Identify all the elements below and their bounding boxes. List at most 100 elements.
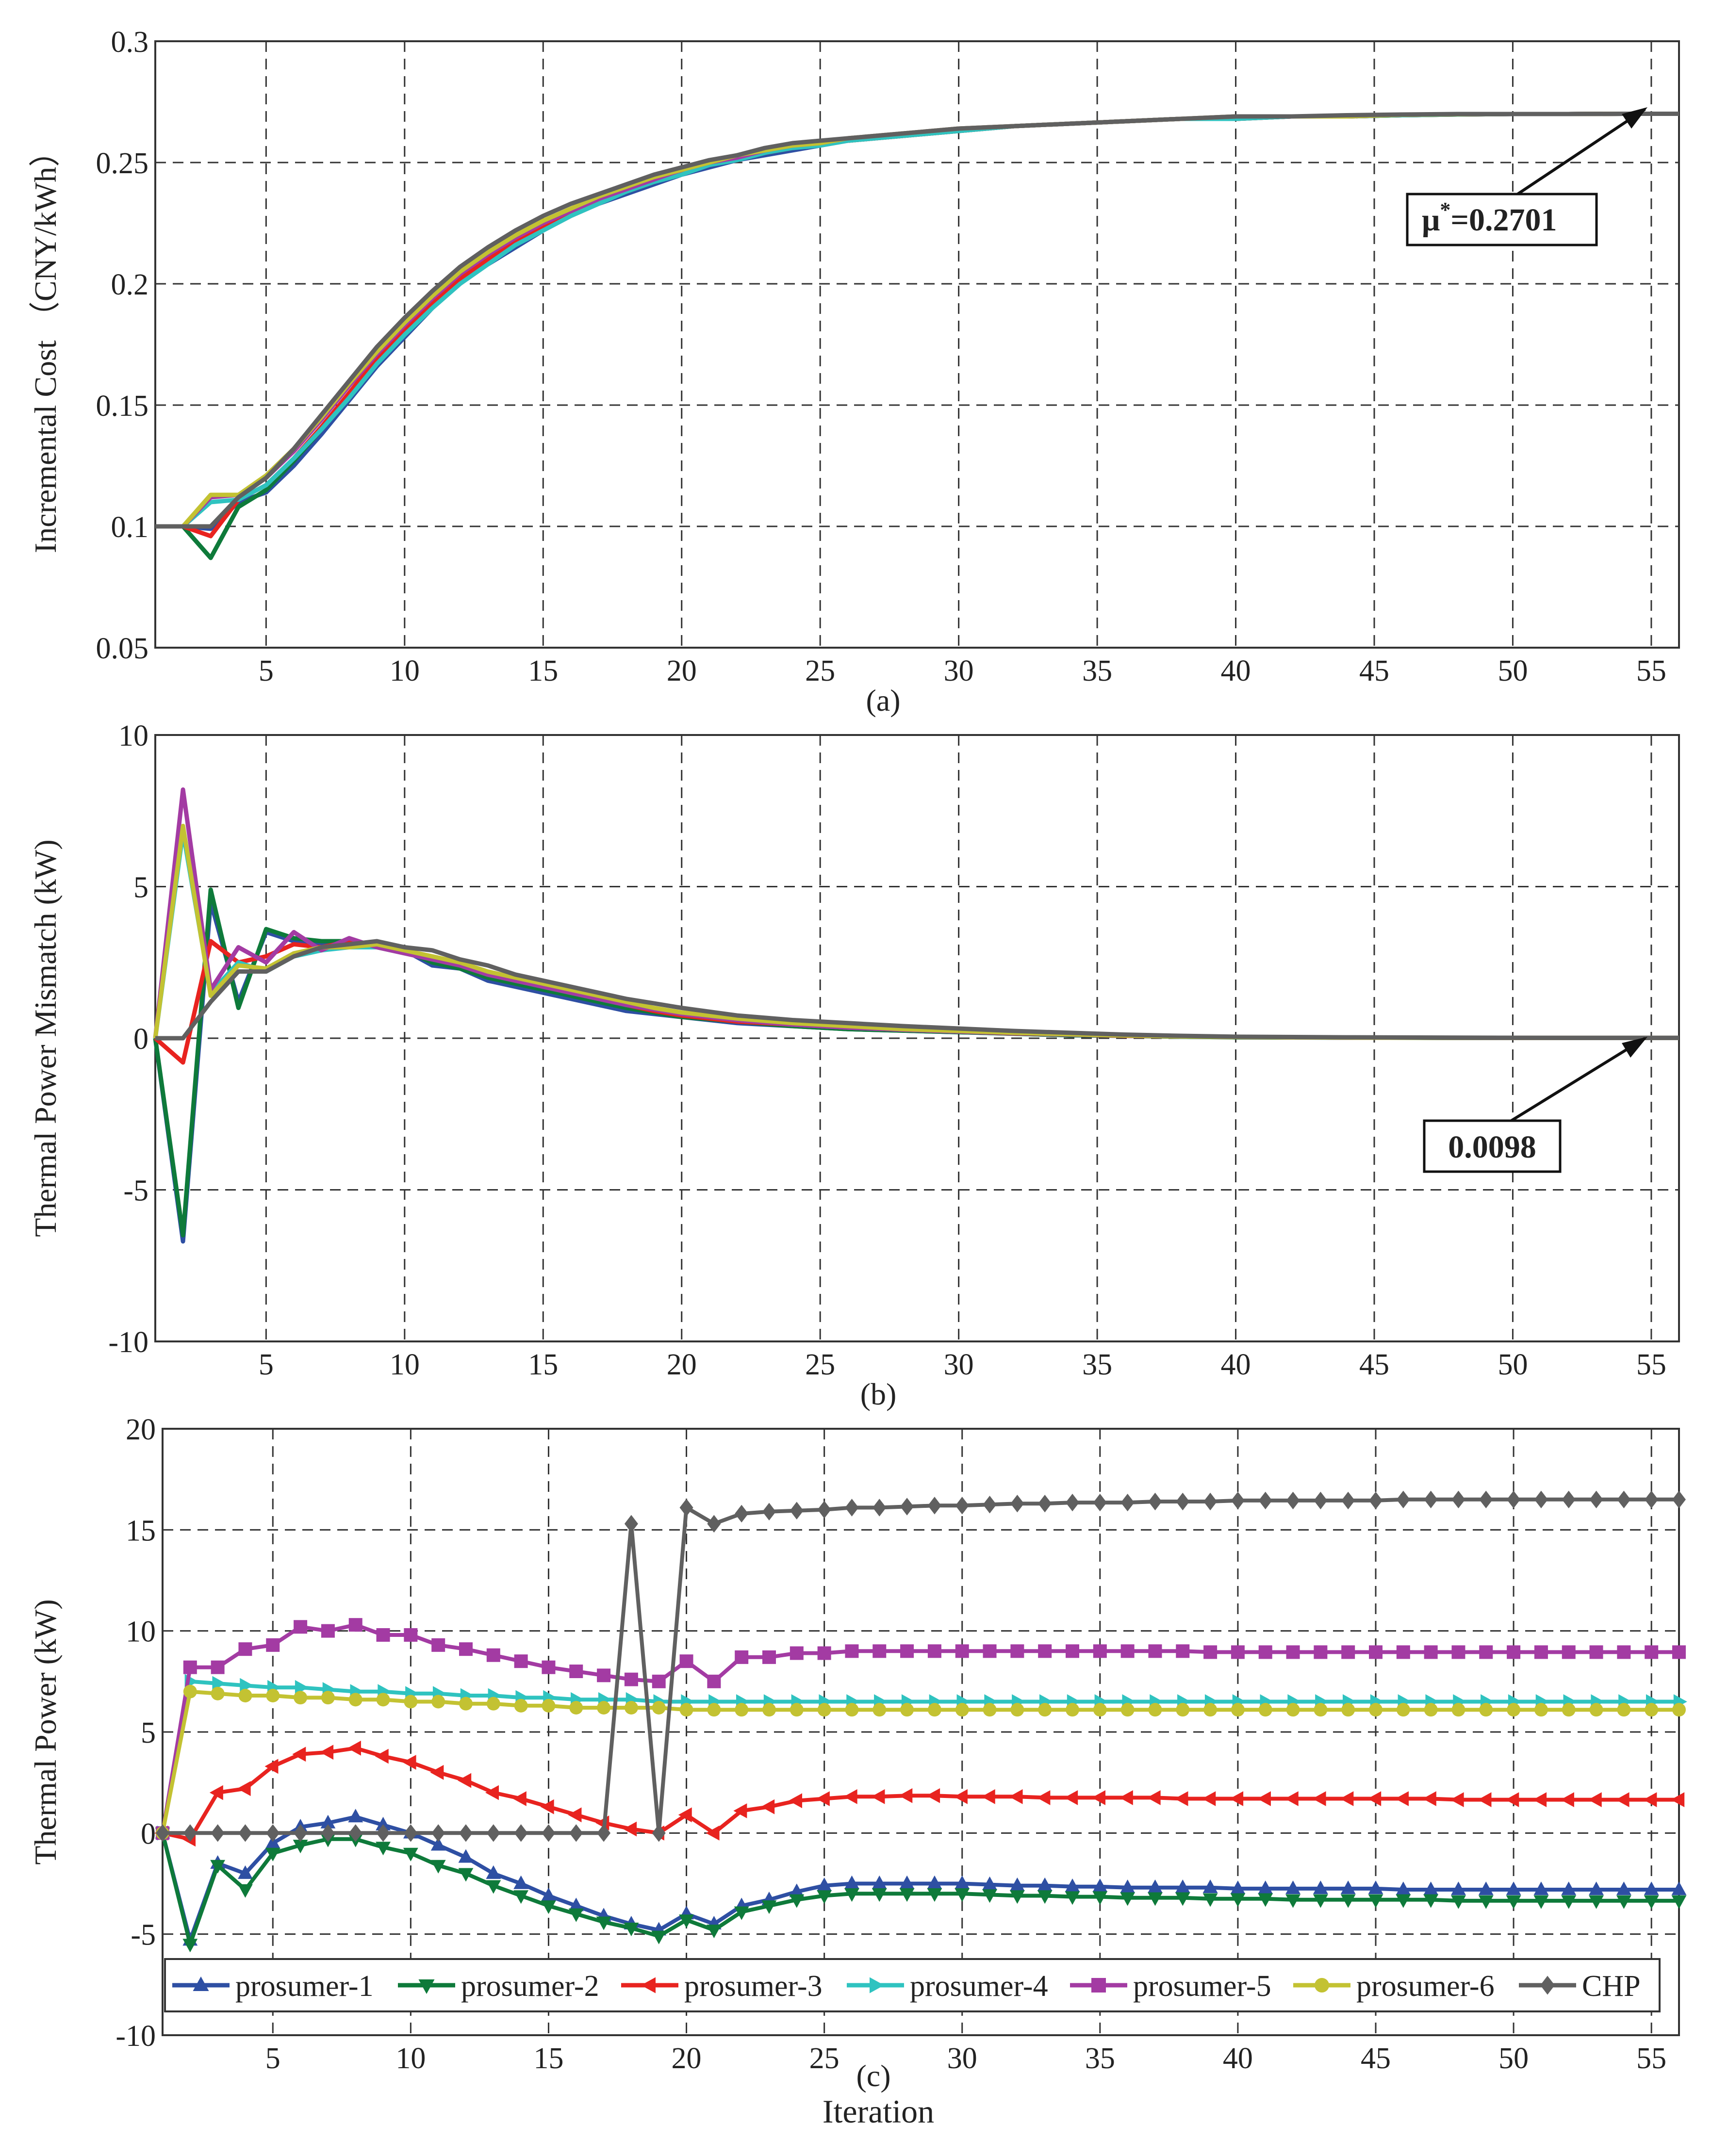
data-point-prosumer-5 bbox=[762, 1650, 776, 1664]
data-point-prosumer-3 bbox=[1037, 1790, 1051, 1805]
panel-b-annotation-text: 0.0098 bbox=[1448, 1129, 1536, 1165]
data-point-CHP bbox=[652, 1824, 666, 1842]
data-point-prosumer-5 bbox=[1617, 1645, 1631, 1659]
data-point-prosumer-2 bbox=[982, 1889, 997, 1903]
data-point-CHP bbox=[927, 1497, 941, 1515]
data-point-CHP bbox=[1507, 1490, 1521, 1509]
panel-a-annotation: μ*=0.2701 bbox=[1406, 107, 1647, 246]
panel-b-x-tick-labels: 5 10 15 20 25 30 35 40 45 50 55 bbox=[259, 1348, 1666, 1381]
data-point-prosumer-5 bbox=[1341, 1645, 1355, 1659]
legend-marker-prosumer-5 bbox=[1091, 1978, 1106, 1993]
data-point-prosumer-6 bbox=[1176, 1703, 1190, 1717]
data-point-prosumer-3 bbox=[292, 1747, 306, 1762]
data-point-CHP bbox=[983, 1496, 997, 1514]
data-point-prosumer-5 bbox=[348, 1618, 362, 1632]
data-point-CHP bbox=[542, 1824, 556, 1842]
data-point-prosumer-5 bbox=[486, 1648, 500, 1662]
legend-label-prosumer-5: prosumer-5 bbox=[1133, 1970, 1271, 2003]
data-point-prosumer-2 bbox=[1423, 1894, 1439, 1908]
data-point-prosumer-3 bbox=[1560, 1792, 1574, 1807]
data-point-CHP bbox=[1617, 1490, 1631, 1509]
data-point-prosumer-5 bbox=[1010, 1644, 1024, 1658]
data-point-CHP bbox=[376, 1824, 390, 1842]
data-point-prosumer-2 bbox=[1258, 1893, 1273, 1907]
y-tick-label: 0.15 bbox=[96, 390, 149, 423]
data-point-prosumer-2 bbox=[761, 1900, 777, 1914]
data-point-prosumer-2 bbox=[403, 1847, 418, 1862]
data-point-CHP bbox=[1120, 1493, 1135, 1512]
data-point-CHP bbox=[845, 1499, 859, 1517]
data-point-prosumer-5 bbox=[1479, 1645, 1493, 1659]
data-point-prosumer-5 bbox=[266, 1638, 280, 1652]
legend-marker-prosumer-2 bbox=[418, 1979, 435, 1994]
x-tick-label: 25 bbox=[805, 654, 835, 687]
panel-c-series bbox=[154, 1490, 1687, 1953]
data-point-prosumer-1 bbox=[1340, 1880, 1356, 1895]
data-point-CHP bbox=[514, 1824, 528, 1842]
panel-b-series bbox=[153, 787, 1679, 1244]
data-point-CHP bbox=[321, 1824, 335, 1842]
x-tick-label: 45 bbox=[1361, 2042, 1391, 2075]
series-line-CHP bbox=[155, 112, 1679, 529]
legend-marker-CHP bbox=[1540, 1976, 1555, 1995]
data-point-CHP bbox=[1314, 1491, 1328, 1510]
data-point-prosumer-2 bbox=[1478, 1895, 1494, 1909]
data-point-prosumer-1 bbox=[817, 1877, 832, 1891]
data-point-prosumer-6 bbox=[1562, 1703, 1576, 1717]
data-point-prosumer-2 bbox=[182, 1939, 198, 1953]
data-point-prosumer-6 bbox=[542, 1699, 556, 1713]
data-point-prosumer-2 bbox=[1120, 1892, 1136, 1906]
data-point-prosumer-5 bbox=[872, 1644, 887, 1658]
data-point-prosumer-2 bbox=[1202, 1893, 1218, 1907]
data-point-CHP bbox=[872, 1499, 887, 1517]
data-point-prosumer-1 bbox=[1313, 1880, 1328, 1895]
data-point-prosumer-6 bbox=[1258, 1703, 1272, 1717]
data-point-prosumer-1 bbox=[982, 1876, 997, 1890]
data-point-prosumer-3 bbox=[1147, 1790, 1161, 1805]
data-point-CHP bbox=[1258, 1491, 1272, 1510]
data-point-prosumer-5 bbox=[569, 1665, 583, 1678]
data-point-CHP bbox=[1341, 1491, 1355, 1510]
data-point-prosumer-1 bbox=[927, 1875, 942, 1889]
data-point-prosumer-6 bbox=[1010, 1703, 1024, 1717]
data-point-CHP bbox=[1369, 1491, 1383, 1510]
data-point-prosumer-5 bbox=[211, 1660, 225, 1674]
data-point-prosumer-3 bbox=[1009, 1789, 1023, 1804]
data-point-prosumer-5 bbox=[817, 1646, 831, 1660]
x-tick-label: 55 bbox=[1636, 654, 1666, 687]
data-point-prosumer-2 bbox=[430, 1860, 446, 1874]
data-point-prosumer-1 bbox=[1092, 1878, 1108, 1892]
data-point-prosumer-3 bbox=[320, 1745, 334, 1760]
x-tick-label: 40 bbox=[1221, 654, 1251, 687]
x-tick-label: 40 bbox=[1221, 1348, 1251, 1381]
panel-a-y-tick-labels: 0.05 0.1 0.15 0.2 0.25 0.3 bbox=[96, 26, 149, 665]
data-point-prosumer-3 bbox=[1533, 1792, 1547, 1807]
data-point-prosumer-6 bbox=[348, 1693, 362, 1707]
data-point-CHP bbox=[459, 1824, 473, 1842]
x-tick-label: 25 bbox=[805, 1348, 835, 1381]
data-point-prosumer-3 bbox=[1367, 1791, 1382, 1806]
data-point-prosumer-6 bbox=[266, 1689, 280, 1702]
x-tick-label: 15 bbox=[533, 2042, 563, 2075]
data-point-prosumer-6 bbox=[1231, 1703, 1245, 1717]
data-point-prosumer-3 bbox=[540, 1799, 554, 1814]
data-point-CHP bbox=[431, 1824, 445, 1842]
data-point-prosumer-6 bbox=[569, 1701, 583, 1715]
data-point-prosumer-2 bbox=[568, 1908, 584, 1922]
data-point-prosumer-5 bbox=[845, 1644, 859, 1658]
data-point-prosumer-3 bbox=[981, 1789, 995, 1804]
data-point-prosumer-5 bbox=[1534, 1645, 1548, 1659]
data-point-prosumer-6 bbox=[321, 1691, 335, 1705]
data-point-CHP bbox=[790, 1502, 804, 1519]
panel-c-x-tick-labels: 5 10 15 20 25 30 35 40 45 50 55 bbox=[265, 2042, 1666, 2075]
data-point-prosumer-3 bbox=[568, 1807, 582, 1823]
data-point-prosumer-3 bbox=[1257, 1791, 1271, 1806]
legend-items: prosumer-1 prosumer-2 prosumer-3 prosumer-4… bbox=[172, 1970, 1641, 2003]
data-point-prosumer-3 bbox=[1202, 1791, 1216, 1806]
x-tick-label: 45 bbox=[1359, 1348, 1389, 1381]
data-point-CHP bbox=[1451, 1490, 1465, 1509]
data-point-prosumer-6 bbox=[1672, 1703, 1686, 1717]
panel-b-annotation-arrow bbox=[1498, 1037, 1646, 1129]
data-point-prosumer-3 bbox=[458, 1773, 472, 1788]
data-point-CHP bbox=[1176, 1492, 1190, 1511]
